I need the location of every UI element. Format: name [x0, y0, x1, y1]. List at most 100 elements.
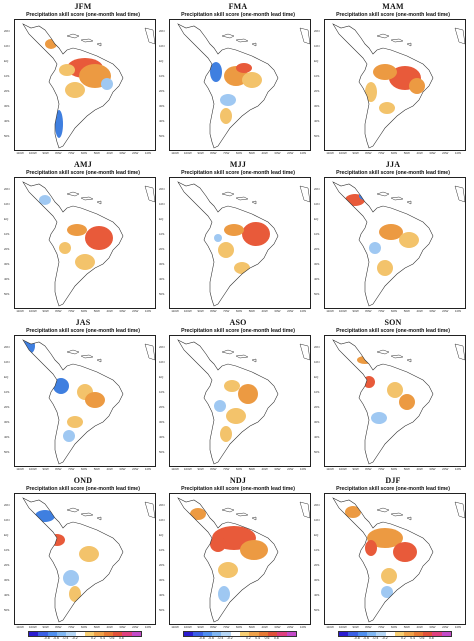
panel-season-label: FMA — [228, 2, 248, 11]
longitude-tick-label: 80W — [365, 151, 372, 155]
colorbar-tick-label: 0.6 — [264, 636, 270, 640]
map-svg — [177, 181, 310, 307]
latitude-tick-label: 40S — [159, 593, 165, 597]
longitude-tick-label: 90W — [352, 309, 359, 313]
longitude-tick-label: 10W — [299, 625, 307, 629]
africa-coast — [299, 185, 310, 203]
longitude-tick-label: 100W — [183, 625, 192, 629]
panel-subtitle: Precipitation skill score (one-month lea… — [181, 170, 295, 176]
longitude-tick-label: 110W — [171, 309, 179, 313]
longitude-tick-label: 80W — [365, 467, 372, 471]
colorbar-tick-label: -0.6 — [53, 636, 59, 640]
africa-coast — [299, 501, 310, 519]
longitude-tick-label: 90W — [352, 625, 359, 629]
panel-season-label: JFM — [74, 2, 92, 11]
latitude-tick-label: 10S — [159, 548, 165, 552]
skill-anomaly-patch — [218, 242, 234, 258]
longitude-axis: 110W 100W 90W 80W 70W 60W 50W 40W 30W 20W 10W — [324, 625, 464, 630]
colorbar-tick-label: -0.2 — [71, 636, 78, 640]
skill-anomaly-patch — [23, 340, 35, 354]
latitude-tick-label: 30S — [314, 578, 320, 582]
latitude-tick-label: 20S — [314, 563, 320, 567]
skill-anomaly-patch — [371, 412, 387, 424]
panel-season-label: MJJ — [229, 160, 247, 169]
africa-coast — [454, 501, 465, 519]
caribbean-islands — [376, 349, 412, 363]
latitude-tick-label: 20S — [159, 247, 165, 251]
latitude-tick-label: EQ — [4, 375, 9, 379]
skill-anomaly-patch — [345, 194, 365, 206]
skill-anomaly-patch — [367, 528, 403, 548]
panel-season-label: NDJ — [229, 476, 247, 485]
longitude-tick-label: 90W — [42, 625, 49, 629]
latitude-tick-label: 30S — [314, 104, 320, 108]
latitude-tick-label: 50S — [159, 134, 165, 138]
caribbean-islands — [66, 33, 102, 47]
longitude-tick-label: 80W — [55, 151, 62, 155]
skill-map — [14, 493, 156, 625]
skill-anomaly-patch — [69, 586, 81, 602]
latitude-tick-label: 40S — [314, 435, 320, 439]
longitude-tick-label: 20W — [287, 467, 294, 471]
longitude-tick-label: 30W — [119, 467, 126, 471]
skill-anomaly-patch — [85, 392, 105, 408]
panel-season-label: JAS — [75, 318, 91, 327]
africa-coast — [299, 343, 310, 361]
latitude-tick-label: 10N — [314, 518, 320, 522]
panel-season-label: ASO — [229, 318, 247, 327]
latitude-tick-label: 20N — [314, 187, 320, 191]
skill-anomaly-patch — [236, 63, 252, 73]
latitude-tick-label: EQ — [159, 59, 164, 63]
caribbean-islands — [221, 191, 257, 205]
map-svg — [332, 181, 465, 307]
skill-anomaly-patch — [63, 570, 79, 586]
latitude-tick-label: 30S — [159, 420, 165, 424]
longitude-tick-label: 20W — [442, 151, 449, 155]
latitude-tick-label: 10N — [4, 360, 10, 364]
longitude-axis: 110W 100W 90W 80W 70W 60W 50W 40W 30W 20W 10W — [14, 151, 154, 156]
skill-anomaly-patch — [381, 586, 393, 598]
colorbar-tick-label: -0.8 — [353, 636, 360, 640]
latitude-tick-label: 10N — [4, 44, 10, 48]
africa-coast — [144, 185, 155, 203]
map-svg — [22, 23, 155, 149]
longitude-axis: 110W 100W 90W 80W 70W 60W 50W 40W 30W 20W 10W — [169, 151, 309, 156]
longitude-tick-label: 40W — [261, 309, 268, 313]
longitude-tick-label: 110W — [16, 625, 24, 629]
longitude-tick-label: 70W — [378, 625, 385, 629]
coastline — [332, 23, 434, 149]
skill-map — [324, 493, 466, 625]
colorbar-tick-label: 0.4 — [410, 636, 416, 640]
caribbean-islands — [66, 507, 102, 521]
map-svg — [332, 339, 465, 465]
panel-subtitle: Precipitation skill score (one-month lea… — [336, 486, 450, 492]
caribbean-islands — [376, 191, 412, 205]
longitude-tick-label: 100W — [338, 151, 347, 155]
longitude-tick-label: 80W — [365, 625, 372, 629]
skill-anomaly-patch — [224, 224, 244, 236]
skill-anomaly-patch — [190, 508, 206, 520]
latitude-tick-label: 30S — [4, 104, 10, 108]
latitude-tick-label: 20S — [159, 89, 165, 93]
skill-map — [169, 19, 311, 151]
longitude-tick-label: 10W — [299, 309, 307, 313]
map-svg — [177, 23, 310, 149]
colorbar-tick-label: 0.4 — [100, 636, 106, 640]
longitude-tick-label: 70W — [68, 625, 75, 629]
colorbar-tick-label: 0.6 — [419, 636, 425, 640]
skill-anomaly-patch — [35, 510, 55, 522]
panel-season-label: JJA — [385, 160, 401, 169]
longitude-tick-label: 10W — [454, 151, 462, 155]
skill-anomaly-patch — [79, 546, 99, 562]
longitude-tick-label: 20W — [287, 151, 294, 155]
skill-anomaly-patch — [240, 540, 268, 560]
colorbar-tick-label: 0.8 — [428, 636, 434, 640]
longitude-tick-label: 10W — [454, 467, 462, 471]
latitude-tick-label: 50S — [314, 134, 320, 138]
map-svg — [177, 497, 310, 623]
longitude-tick-label: 90W — [42, 151, 49, 155]
longitude-tick-label: 110W — [326, 467, 334, 471]
skill-anomaly-patch — [133, 180, 145, 192]
longitude-tick-label: 50W — [248, 625, 255, 629]
panel-subtitle: Precipitation skill score (one-month lea… — [336, 170, 450, 176]
